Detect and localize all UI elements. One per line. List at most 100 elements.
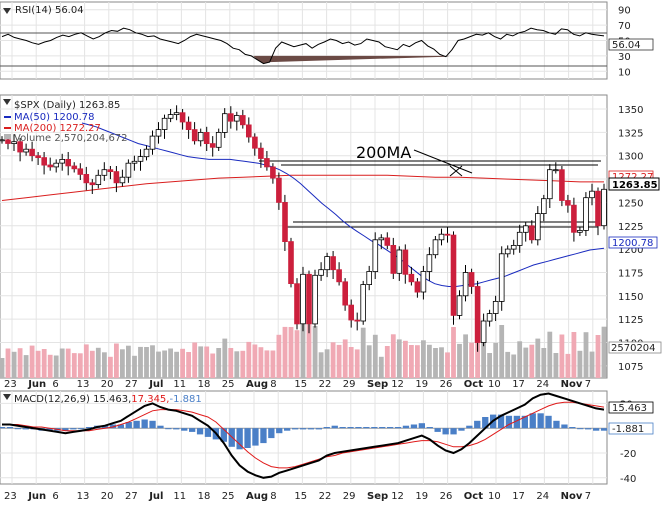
macd-y-tick: -20 [620, 449, 636, 460]
volume-bar [324, 349, 330, 378]
price-legend: $SPX (Daily) 1263.85 MA(50) 1200.78 MA(2… [3, 99, 128, 144]
volume-bar [354, 349, 360, 378]
volume-bar [102, 352, 107, 378]
x-tick-label: 23 [4, 491, 17, 502]
volume-bar [59, 348, 65, 378]
histogram-bar [149, 420, 156, 429]
histogram-bar [165, 428, 172, 430]
volume-bar [114, 343, 119, 378]
volume-bar [390, 334, 396, 378]
histogram-bar [553, 420, 560, 429]
x-tick-label: Jul [148, 379, 163, 390]
candle-body [474, 286, 481, 343]
rsi-y-tick: 10 [618, 67, 631, 78]
volume-bar [11, 351, 17, 378]
macd-y-tick: -40 [620, 474, 636, 485]
histogram-bar [371, 427, 378, 429]
histogram-bar [379, 427, 386, 429]
x-tick-label: 7 [585, 491, 591, 502]
histogram-bar [394, 427, 402, 429]
candle-body [137, 156, 144, 162]
candle-body [438, 233, 445, 241]
volume-bar [384, 346, 390, 378]
volume-bar [529, 344, 535, 378]
histogram-bar [450, 428, 457, 435]
volume-bar [589, 351, 595, 378]
x-tick-label: 26 [440, 379, 453, 390]
x-tick-label: Jul [148, 491, 163, 502]
x-tick-label: Aug [246, 491, 268, 502]
histogram-bar [157, 425, 164, 429]
volume-bar [415, 345, 420, 378]
x-tick-label: 8 [270, 491, 276, 502]
candle-body [227, 113, 234, 122]
histogram-bar [276, 428, 283, 434]
histogram-bar [70, 428, 77, 430]
volume-bar [553, 353, 559, 378]
candle-body [288, 241, 294, 285]
x-tick-label: 29 [343, 491, 356, 502]
rsi-panel: 9070503010 RSI(14) 56.04 56.04 [0, 1, 654, 80]
histogram-bar [260, 428, 267, 444]
volume-bar [475, 326, 480, 378]
x-tick-label: 7 [585, 379, 591, 390]
x-tick-label: Aug [246, 379, 268, 390]
macd-value-label: 15.463 [612, 403, 647, 414]
volume-bar [463, 334, 468, 378]
volume-bar [65, 348, 71, 378]
rsi-legend-text: RSI(14) 56.04 [15, 5, 84, 16]
x-tick-label: 27 [125, 491, 138, 502]
x-tick-label: 25 [222, 379, 235, 390]
volume-bar [378, 356, 384, 378]
volume-swatch [4, 134, 11, 139]
volume-bar [535, 338, 541, 378]
candle-body [589, 190, 595, 199]
x-tick-label: Oct [464, 491, 483, 502]
macd-legend-text: MACD(12,26,9) 15.463,17.345,-1.881 [14, 394, 202, 405]
volume-bar [439, 347, 444, 378]
histogram-bar [268, 428, 275, 439]
dropdown-triangle-icon[interactable] [3, 8, 11, 14]
histogram-bar [46, 428, 53, 431]
rsi-y-tick: 30 [618, 52, 631, 63]
volume-bar [132, 355, 137, 378]
price-y-tick: 1350 [618, 105, 643, 116]
candle-body [306, 273, 312, 325]
volume-bar [445, 352, 450, 378]
x-tick-label: 25 [222, 491, 235, 502]
volume-bar [276, 334, 282, 378]
candle-body [360, 284, 366, 322]
ma200-line [1, 174, 604, 201]
histogram-bar [387, 427, 394, 429]
candle-body [468, 272, 475, 287]
candle-body [595, 190, 601, 227]
macd-legend-hist: -1.881 [169, 394, 201, 405]
histogram-bar [347, 427, 354, 429]
histogram-bar [173, 428, 180, 430]
x-tick-label: 27 [125, 379, 138, 390]
volume-bar [35, 350, 41, 378]
candle-body [486, 313, 493, 322]
candle-body [583, 197, 589, 231]
x-tick-label: 6 [52, 379, 58, 390]
volume-bar [89, 350, 95, 378]
rsi-y-tick: 70 [618, 21, 631, 32]
x-tick-label: 11 [173, 491, 186, 502]
price-y-tick: 1075 [618, 362, 643, 373]
x-tick-label: 15 [294, 379, 307, 390]
candle-body [35, 155, 41, 158]
x-tick-label: 22 [319, 491, 332, 502]
volume-value-label: 2570204 [611, 343, 656, 354]
volume-bar [300, 322, 306, 378]
volume-bar [71, 353, 77, 378]
volume-bar [330, 342, 336, 378]
dropdown-triangle-icon[interactable] [3, 394, 11, 400]
histogram-bar [141, 419, 148, 429]
volume-bar [294, 330, 300, 378]
dropdown-triangle-icon[interactable] [3, 99, 11, 105]
candle-body [559, 169, 565, 201]
candle-body [167, 114, 174, 119]
candlesticks [0, 105, 607, 352]
candle-body [11, 141, 17, 144]
histogram-bar [196, 428, 204, 435]
